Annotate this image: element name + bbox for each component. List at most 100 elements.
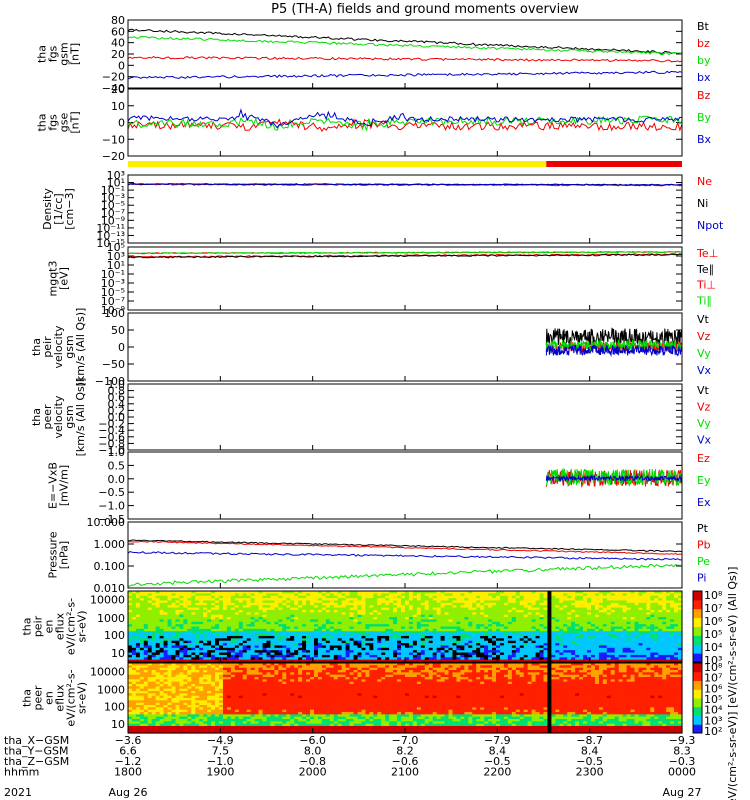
heatmap-cell [135, 595, 141, 599]
heatmap-cell [254, 591, 260, 594]
heatmap-cell [270, 626, 276, 630]
heatmap-cell [179, 686, 184, 690]
heatmap-cell [345, 652, 351, 656]
heatmap-cell [187, 657, 192, 661]
heatmap-cell [131, 617, 137, 620]
heatmap-cell [155, 693, 161, 697]
heatmap-cell [670, 619, 675, 623]
heatmap-cell [535, 595, 541, 599]
heatmap-cell [610, 635, 616, 639]
heatmap-cell [420, 650, 426, 654]
heatmap-cell [499, 619, 505, 623]
heatmap-cell [203, 650, 208, 654]
heatmap-cell [226, 657, 232, 661]
heatmap-cell [234, 652, 240, 656]
heatmap-cell [135, 640, 141, 644]
heatmap-cell [662, 600, 667, 604]
heatmap-cell [587, 600, 592, 604]
heatmap-cell [606, 633, 612, 637]
heatmap-cell [381, 640, 386, 644]
heatmap-cell [381, 607, 386, 611]
heatmap-cell [179, 633, 184, 637]
heatmap-cell [626, 645, 632, 649]
heatmap-cell [488, 640, 493, 644]
heatmap-cell [658, 612, 663, 616]
heatmap-cell [171, 607, 177, 611]
heatmap-cell [143, 614, 149, 618]
heatmap-cell [507, 633, 513, 637]
heatmap-cell [151, 726, 157, 729]
heatmap-cell [131, 631, 137, 635]
heatmap-cell [551, 657, 556, 661]
heatmap-cell [155, 702, 161, 706]
heatmap-cell [468, 595, 473, 599]
heatmap-cell [270, 617, 276, 620]
heatmap-cell [432, 645, 438, 649]
heatmap-cell [135, 598, 141, 602]
heatmap-cell [222, 591, 228, 594]
heatmap-cell [317, 650, 323, 654]
heatmap-cell [128, 643, 133, 647]
heatmap-cell [594, 609, 600, 613]
heatmap-cell [614, 593, 620, 597]
heatmap-cell [151, 654, 157, 658]
heatmap-cell [179, 645, 184, 649]
heatmap-cell [195, 652, 200, 656]
heatmap-cell [484, 621, 489, 625]
heatmap-cell [393, 628, 398, 632]
heatmap-cell [397, 617, 402, 620]
heatmap-cell [424, 593, 430, 597]
heatmap-cell [147, 631, 153, 635]
heatmap-cell [234, 645, 240, 649]
heatmap-cell [666, 593, 671, 597]
heatmap-cell [215, 593, 220, 597]
heatmap-cell [219, 640, 224, 644]
heatmap-cell [159, 665, 165, 669]
heatmap-cell [606, 617, 612, 620]
heatmap-cell [155, 631, 161, 635]
heatmap-cell [559, 635, 564, 639]
heatmap-cell [642, 607, 647, 611]
heatmap-cell [135, 663, 141, 666]
heatmap-cell [286, 650, 291, 654]
heatmap-cell [535, 643, 541, 647]
heatmap-cell [610, 617, 616, 620]
heatmap-cell [594, 640, 600, 644]
heatmap-cell [444, 607, 450, 611]
heatmap-cell [179, 657, 184, 661]
heatmap-cell [642, 645, 647, 649]
ylabel-fgs_gsm: thafgsgsm[nT] [36, 42, 82, 65]
heatmap-cell [313, 652, 319, 656]
heatmap-cell [294, 628, 299, 632]
heatmap-cell [527, 635, 533, 639]
heatmap-cell [405, 624, 410, 628]
heatmap-cell [135, 665, 141, 669]
heatmap-cell [610, 593, 616, 597]
heatmap-cell [361, 657, 367, 661]
heatmap-cell [357, 595, 363, 599]
heatmap-cell [167, 730, 173, 734]
heatmap-cell [219, 647, 224, 651]
heatmap-cell [353, 593, 359, 597]
heatmap-cell [262, 624, 268, 628]
heatmap-cell [163, 633, 169, 637]
heatmap-cell [523, 659, 529, 663]
heatmap-cell [654, 628, 659, 632]
heatmap-cell [302, 633, 307, 637]
heatmap-cell [555, 593, 560, 597]
heatmap-cell [511, 652, 517, 656]
heatmap-cell [175, 624, 181, 628]
heatmap-cell [539, 602, 545, 606]
heatmap-cell [128, 681, 133, 685]
heatmap-cell [440, 598, 446, 602]
heatmap-cell [408, 631, 414, 635]
heatmap-cell [575, 643, 580, 647]
heatmap-cell [428, 654, 434, 658]
heatmap-cell [602, 645, 608, 649]
heatmap-cell [175, 700, 181, 704]
heatmap-cell [159, 719, 165, 722]
heatmap-cell [650, 638, 655, 642]
heatmap-cell [563, 654, 568, 658]
legend-Te∥: Te∥ [696, 263, 714, 276]
heatmap-cell [155, 628, 161, 632]
